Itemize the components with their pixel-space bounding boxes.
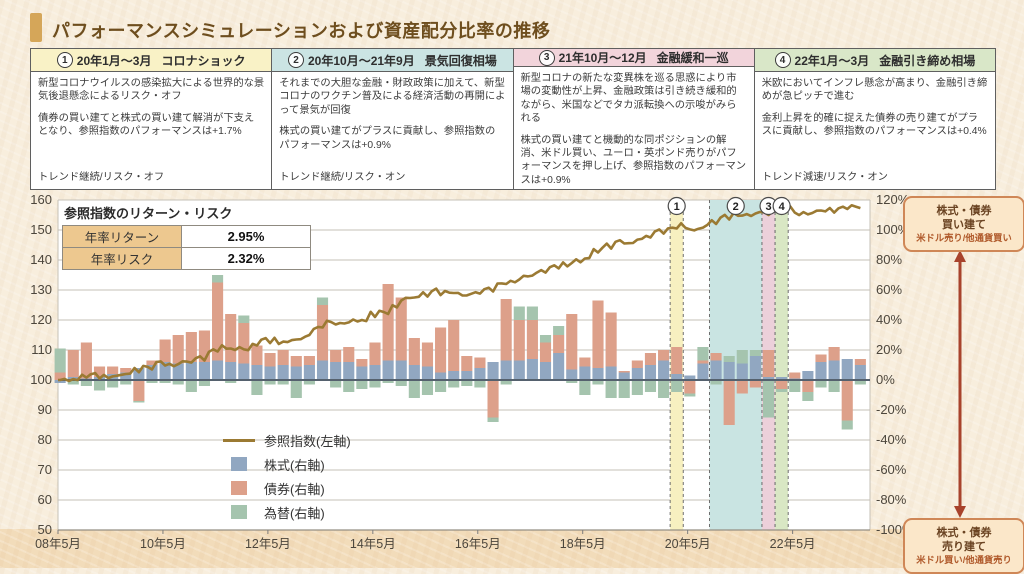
period-box-3-header: 3 21年10月～12月 金融緩和一巡 [513,49,754,67]
svg-text:14年5月: 14年5月 [350,537,396,551]
svg-text:22年5月: 22年5月 [770,537,816,551]
index-line [58,204,861,383]
period-box-2-title: 景気回復相場 [424,53,497,68]
svg-text:08年5月: 08年5月 [35,537,81,551]
paragraph: 新型コロナの新たな変異株を巡る思惑により市場の変動性が上昇、金融政策は引き続き緩… [520,73,737,125]
period-box-2-dates: 20年10月～21年9月 [308,53,415,68]
legend-item-equity: 株式(右軸) [222,454,351,474]
circled-number-3: 3 [538,49,555,66]
svg-text:80%: 80% [876,252,902,267]
svg-text:120: 120 [30,312,52,327]
svg-text:10年5月: 10年5月 [140,537,186,551]
svg-text:16年5月: 16年5月 [455,537,501,551]
period-box-1: 1 20年1月～3月 コロナショック 新型コロナウイルスの感染拡大による世界的な… [30,48,273,190]
line-swatch-icon [222,438,256,442]
svg-text:1: 1 [674,201,680,213]
period-box-1-header: 1 20年1月～3月 コロナショック [31,49,272,72]
svg-text:70: 70 [38,462,52,477]
circled-number-1: 1 [56,52,73,68]
position-range-arrow [954,250,966,518]
svg-text:130: 130 [30,282,52,297]
period-box-1-title: コロナショック [161,53,246,68]
svg-text:140: 140 [30,252,52,267]
svg-text:20年5月: 20年5月 [665,537,711,551]
period-box-3-body: 新型コロナの新たな変異株を巡る思惑により市場の変動性が上昇、金融政策は引き続き緩… [514,67,754,189]
svg-text:40%: 40% [876,312,902,327]
svg-text:150: 150 [30,222,52,237]
svg-text:80: 80 [38,432,52,447]
circled-number-4: 4 [774,52,791,68]
table-row: 年率リスク 2.32% [62,247,311,270]
short-position-label-box: 株式・債券 売り建て 米ドル買い/他通貨売り [903,518,1024,574]
svg-text:20%: 20% [876,342,902,357]
paragraph: それまでの大胆な金融・財政政策に加えて、新型コロナのワクチン普及による経済活動の… [279,78,506,116]
paragraph: 株式の買い建てと機動的な同ポジションの解消、米ドル買い、ユーロ・英ポンド売りがパ… [520,134,747,186]
svg-text:100: 100 [30,372,52,387]
equity-swatch-icon [222,457,256,471]
circled-number-2: 2 [288,52,304,68]
axis-labels: 1601501401301201101009080706050120%100%8… [30,192,914,551]
paragraph: 債券の買い建てと株式の買い建て解消が下支えとなり、参照指数のパフォーマンスは+1… [38,112,255,138]
period-box-4-title: 金融引き締め相場 [879,53,976,68]
svg-text:-60%: -60% [876,462,907,477]
legend-item-fx: 為替(右軸) [222,502,351,522]
chart-legend: 参照指数(左軸) 株式(右軸) 債券(右軸) 為替(右軸) [222,430,351,522]
bond-swatch-icon [222,481,256,495]
period-box-2: 2 20年10月～21年9月 景気回復相場 それまでの大胆な金融・財政政策に加え… [272,48,514,190]
period-box-4-body: 米欧においてインフレ懸念が高まり、金融引き締めが急ピッチで進む 金利上昇を的確に… [755,72,995,189]
index-return-risk-table: 参照指数のリターン・リスク 年率リターン 2.95% 年率リスク 2.32% [62,203,311,270]
legend-item-bond: 債券(右軸) [222,478,351,498]
annual-return-label: 年率リターン [62,225,182,248]
svg-text:110: 110 [31,342,52,357]
period-box-2-header: 2 20年10月～21年9月 景気回復相場 [272,49,513,72]
period-box-4-dates: 22年1月～3月 [794,53,870,68]
period-box-4-header: 4 22年1月～3月 金融引き締め相場 [754,49,995,72]
svg-text:0%: 0% [876,372,895,387]
svg-text:120%: 120% [876,192,910,207]
svg-text:-40%: -40% [876,432,907,447]
page-title: パフォーマンスシミュレーションおよび資産配分比率の推移 [52,21,551,41]
svg-text:4: 4 [779,201,786,213]
table-row: 年率リターン 2.95% [62,225,311,248]
svg-text:-20%: -20% [876,402,907,417]
title-marker [30,13,42,42]
period-boxes-row: 1 20年1月～3月 コロナショック 新型コロナウイルスの感染拡大による世界的な… [30,48,996,190]
annual-return-value: 2.95% [181,225,311,248]
svg-text:100%: 100% [876,222,910,237]
stats-table-title: 参照指数のリターン・リスク [64,206,233,221]
period-box-3-title: 金融緩和一巡 [656,51,729,65]
trend-note: トレンド継続/リスク・オン [279,171,406,183]
period-box-1-body: 新型コロナウイルスの感染拡大による世界的な景気後退懸念によるリスク・オフ 債券の… [31,72,271,189]
trend-note: トレンド減速/リスク・オン [761,171,888,183]
svg-text:18年5月: 18年5月 [560,537,606,551]
svg-text:160: 160 [30,192,52,207]
period-box-3-dates: 21年10月～12月 [558,51,647,65]
paragraph: 新型コロナウイルスの感染拡大による世界的な景気後退懸念によるリスク・オフ [38,78,265,103]
svg-text:50: 50 [38,522,52,537]
paragraph: 米欧においてインフレ懸念が高まり、金融引き締めが急ピッチで進む [761,78,988,103]
svg-text:2: 2 [733,201,739,213]
trend-note: トレンド継続/リスク・オフ [38,171,165,183]
svg-text:-80%: -80% [876,492,907,507]
svg-text:60%: 60% [876,282,902,297]
svg-text:90: 90 [38,402,52,417]
period-box-2-body: それまでの大胆な金融・財政政策に加えて、新型コロナのワクチン普及による経済活動の… [272,72,512,189]
paragraph: 株式の買い建てがプラスに貢献し、参照指数のパフォーマンスは+0.9% [279,126,496,151]
svg-text:60: 60 [38,492,52,507]
period-box-4: 4 22年1月～3月 金融引き締め相場 米欧においてインフレ懸念が高まり、金融引… [754,48,996,190]
annual-risk-value: 2.32% [181,247,311,270]
legend-item-index-line: 参照指数(左軸) [222,430,351,450]
svg-text:3: 3 [765,201,771,213]
annual-risk-label: 年率リスク [62,247,182,270]
fx-swatch-icon [222,505,256,519]
paragraph: 金利上昇を的確に捉えた債券の売り建てがプラスに貢献し、参照指数のパフォーマンスは… [761,112,987,138]
svg-text:12年5月: 12年5月 [245,537,291,551]
period-box-1-dates: 20年1月～3月 [76,53,152,68]
period-box-3: 3 21年10月～12月 金融緩和一巡 新型コロナの新たな変異株を巡る思惑により… [513,48,755,190]
allocation-bars [54,275,866,430]
long-position-label-box: 株式・債券 買い建て 米ドル売り/他通貨買い [903,196,1024,252]
